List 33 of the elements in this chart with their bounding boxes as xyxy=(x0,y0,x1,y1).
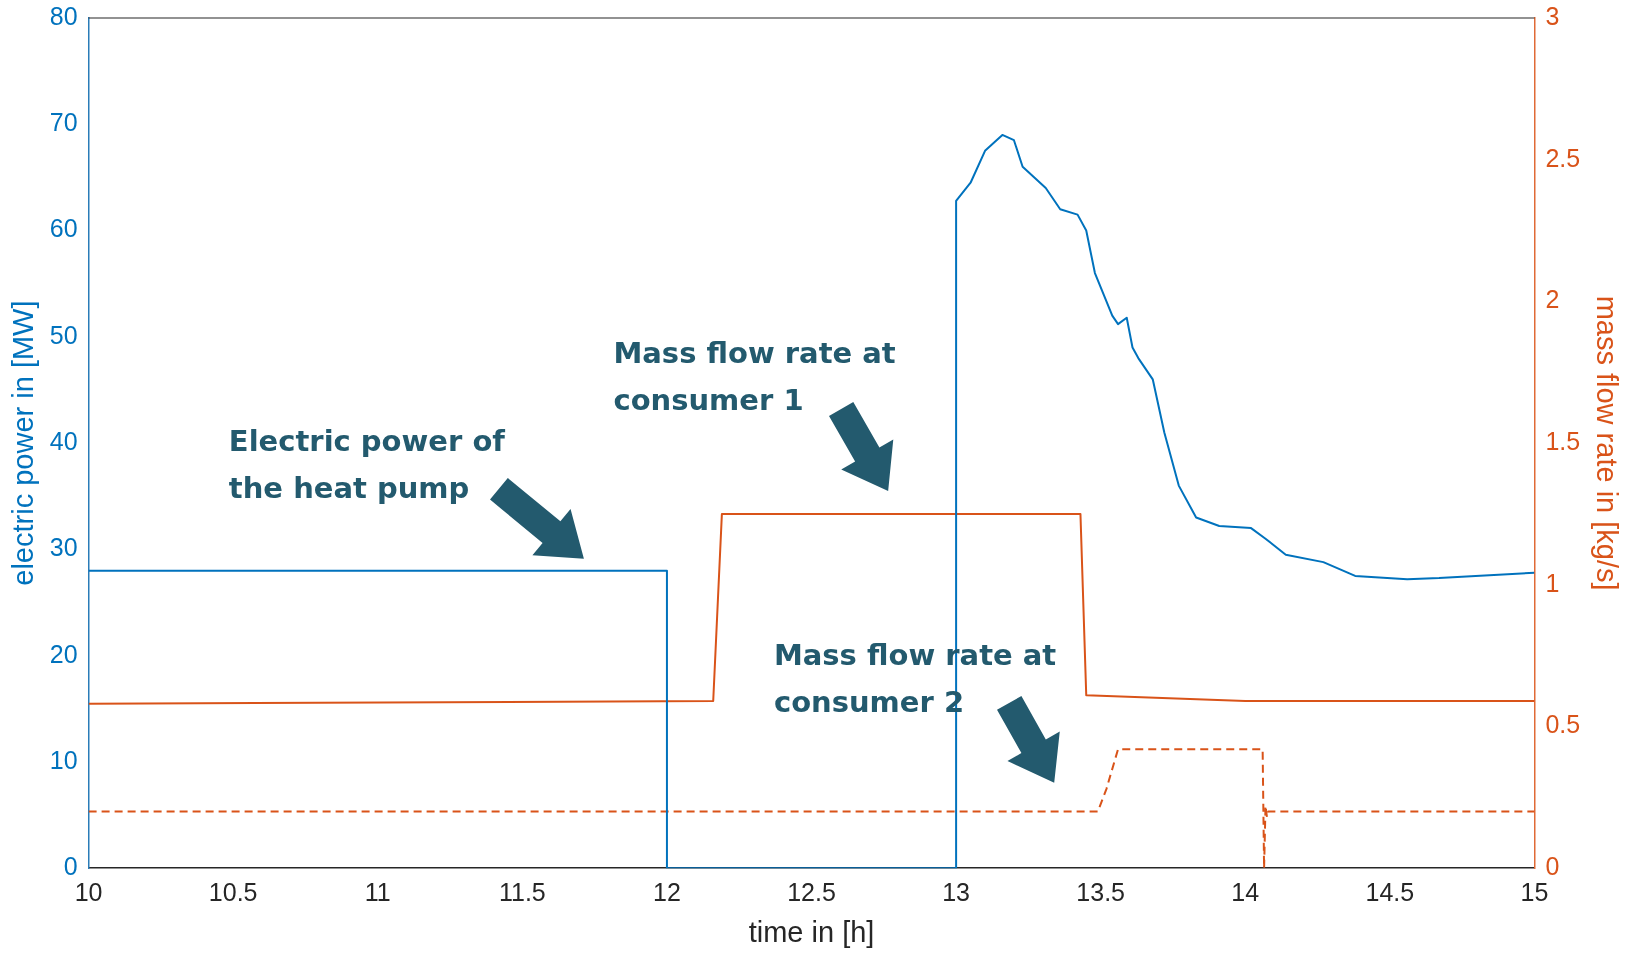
y2-tick-label: 0.5 xyxy=(1545,710,1581,739)
x-tick-label: 13 xyxy=(942,878,971,907)
y2-tick-label: 2 xyxy=(1545,285,1560,314)
y-tick-label: 20 xyxy=(49,639,78,668)
y-tick-label: 50 xyxy=(49,320,78,349)
y-tick-label: 80 xyxy=(49,1,78,30)
line-series xyxy=(88,748,1535,869)
x-tick-label: 13.5 xyxy=(1076,878,1126,907)
x-tick-label: 11 xyxy=(364,878,391,907)
y2-axis-title: mass flow rate in [kg/s] xyxy=(1590,295,1623,591)
x-tick-label: 11.5 xyxy=(498,878,546,907)
y2-tick-label: 3 xyxy=(1545,1,1560,30)
x-tick-label: 10 xyxy=(74,878,103,907)
x-tick-label: 15 xyxy=(1520,878,1549,907)
x-tick-label: 12 xyxy=(653,878,681,907)
y-tick-label: 70 xyxy=(49,108,78,137)
y-tick-label: 30 xyxy=(49,533,78,562)
x-tick-label: 10.5 xyxy=(208,878,258,907)
y-tick-label: 60 xyxy=(49,214,78,243)
y-tick-label: 40 xyxy=(49,426,78,455)
y-tick-label: 10 xyxy=(49,745,78,774)
y2-tick-label: 2.5 xyxy=(1545,143,1581,172)
x-tick-label: 14.5 xyxy=(1365,878,1415,907)
y-tick-label: 0 xyxy=(63,852,78,881)
annotation: Electric power of the heat pump xyxy=(228,423,506,505)
y2-tick-label: 1 xyxy=(1545,568,1560,597)
x-tick-label: 14 xyxy=(1231,878,1260,907)
x-tick-label: 12.5 xyxy=(787,878,836,907)
y2-tick-label: 0 xyxy=(1545,852,1560,881)
x-axis-title: time in [h] xyxy=(748,915,875,948)
y2-tick-label: 1.5 xyxy=(1545,426,1581,455)
annotation: Mass flow rate at consumer 1 xyxy=(613,336,896,418)
y-axis-title: electric power in [MW] xyxy=(7,300,40,586)
